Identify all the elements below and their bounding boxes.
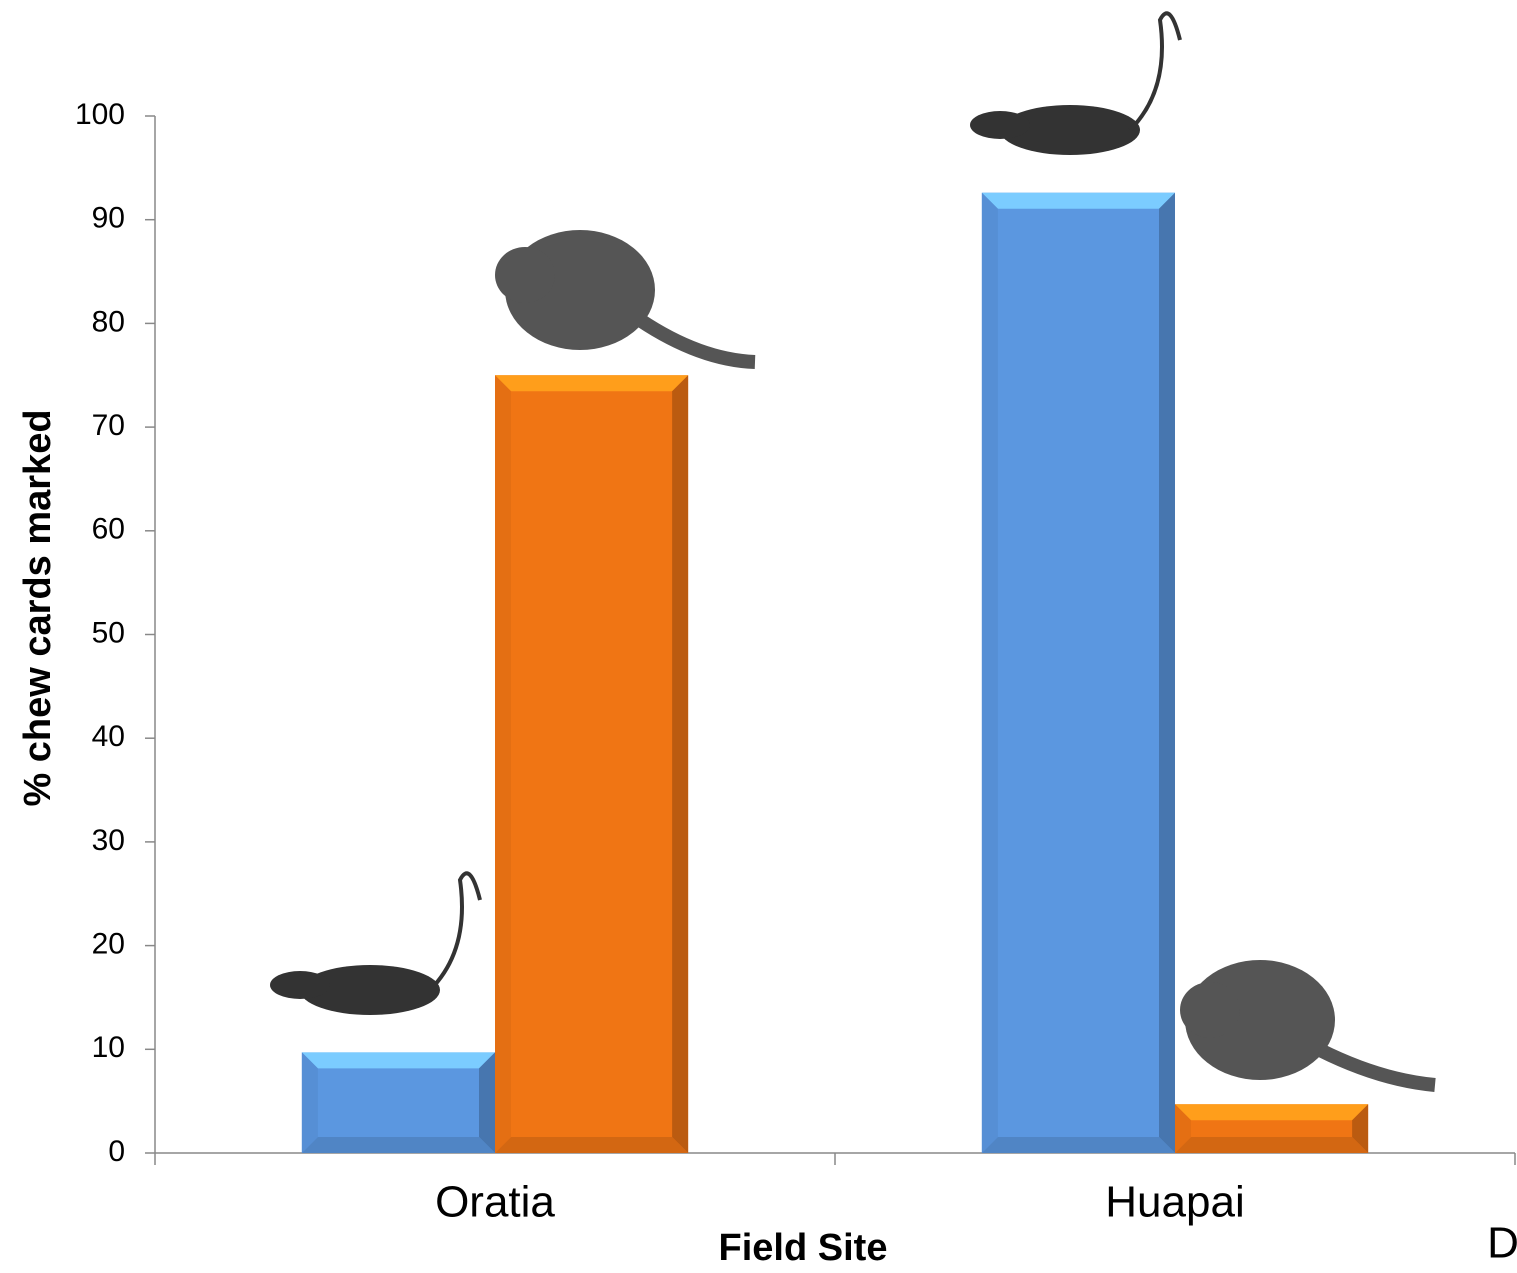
bar [301,1052,495,1153]
bar-bevel-bottom [495,1137,689,1153]
bar-bevel-top [1175,1104,1369,1121]
y-tick-label: 80 [92,305,125,338]
bar-bevel-top [981,192,1175,209]
possum-illustration [1180,960,1436,1092]
y-tick-label: 0 [108,1135,125,1168]
bar-bevel-bottom [981,1137,1175,1153]
bar-bevel-right [479,1052,495,1153]
bar-bevel-top [495,375,689,392]
panel-label: D [1487,1219,1517,1268]
y-tick-label: 10 [92,1031,125,1064]
y-tick-label: 50 [92,616,125,649]
y-tick-label: 40 [92,720,125,753]
bar-bevel-left [981,192,998,1153]
x-tick-label: Oratia [435,1178,555,1227]
y-tick-label: 20 [92,928,125,961]
y-tick-label: 60 [92,513,125,546]
bar-bevel-right [672,375,689,1153]
bar [981,192,1175,1153]
bar-bevel-bottom [1175,1137,1369,1153]
bar-bevel-bottom [301,1137,495,1153]
y-tick-label: 100 [75,98,125,131]
bar-bevel-right [1352,1104,1369,1153]
y-tick-label: 30 [92,824,125,857]
rat-illustration [270,871,482,1015]
bar-bevel-top [301,1052,495,1069]
bar-bevel-left [1175,1104,1191,1153]
y-tick-label: 70 [92,409,125,442]
rat-illustration [970,11,1182,155]
x-axis-title: Field Site [719,1227,888,1269]
bar-bevel-left [301,1052,318,1153]
possum-illustration [495,230,756,369]
y-axis-title: % chew cards marked [17,409,59,806]
bar-bevel-right [1159,192,1175,1153]
bar [495,375,689,1153]
bar-bevel-left [495,375,511,1153]
x-tick-label: Huapai [1105,1178,1244,1227]
y-tick-label: 90 [92,202,125,235]
